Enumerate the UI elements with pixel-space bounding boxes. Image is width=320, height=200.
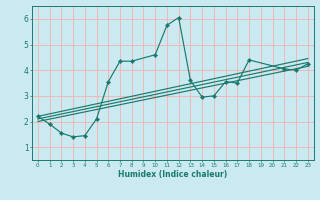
X-axis label: Humidex (Indice chaleur): Humidex (Indice chaleur) — [118, 170, 228, 179]
